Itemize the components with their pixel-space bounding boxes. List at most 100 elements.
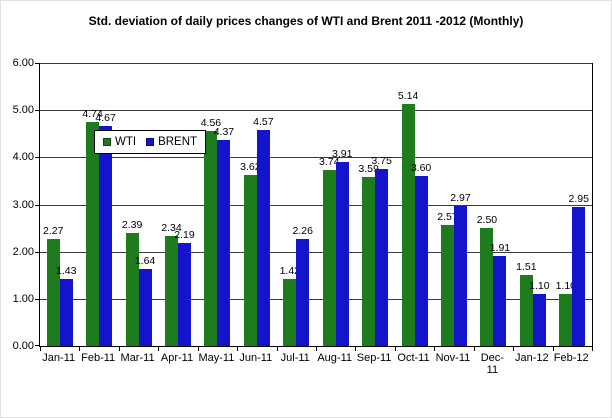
gridline xyxy=(40,157,592,159)
bar-wti xyxy=(401,103,415,346)
bar-brent xyxy=(296,239,310,346)
bar-value-label: 4.67 xyxy=(95,111,116,124)
x-axis-label: Jul-11 xyxy=(280,352,310,364)
bar-wti xyxy=(243,175,257,346)
category-group: 3.74 3.91 xyxy=(316,63,355,346)
bar-value-label: 2.34 xyxy=(161,221,182,234)
category-group: 4.56 4.37 xyxy=(198,63,237,346)
legend-swatch-wti-icon xyxy=(103,138,111,146)
x-axis-label: Feb-12 xyxy=(553,352,589,364)
bar-value-label: 4.57 xyxy=(253,116,274,129)
y-axis-labels: 0.00 1.00 2.00 3.00 4.00 5.00 6.00 xyxy=(1,58,34,352)
category-group: 1.10 2.95 xyxy=(553,63,592,346)
y-axis-label: 0.00 xyxy=(12,340,34,352)
bar-wti xyxy=(86,122,100,346)
bar-wti xyxy=(519,274,533,346)
bar-value-label: 1.10 xyxy=(555,280,576,293)
x-axis-label: May-11 xyxy=(198,352,235,364)
bar-wti xyxy=(559,294,573,346)
y-axis-tick xyxy=(35,110,40,112)
bar-value-label: 2.57 xyxy=(437,210,458,223)
x-axis-tick xyxy=(277,346,278,351)
bar-value-label: 2.97 xyxy=(450,191,471,204)
x-axis-tick xyxy=(395,346,396,351)
x-axis-label: Oct-11 xyxy=(397,352,430,364)
x-axis-tick xyxy=(316,346,317,351)
x-axis-tick xyxy=(553,346,554,351)
bar-brent xyxy=(572,206,586,346)
legend-item: BRENT xyxy=(146,136,197,148)
bar-wti xyxy=(204,130,218,346)
bar-wti xyxy=(125,233,139,346)
plot-area: WTI BRENT 2.27 1.43 4.74 4.67 2.39 1.64 2.34 2.1… xyxy=(35,63,593,351)
category-group: 1.51 1.10 xyxy=(513,63,552,346)
x-axis-tick xyxy=(158,346,159,351)
y-axis-tick xyxy=(35,251,40,253)
bar-value-label: 1.42 xyxy=(279,265,300,278)
x-axis-tick xyxy=(237,346,238,351)
chart-title: Std. deviation of daily prices changes o… xyxy=(88,14,524,28)
category-group: 2.39 1.64 xyxy=(119,63,158,346)
x-axis-tick xyxy=(513,346,514,351)
bar-value-label: 3.59 xyxy=(358,162,379,175)
bar-brent xyxy=(177,242,191,346)
bar-brent xyxy=(99,125,113,346)
category-group: 2.50 1.91 xyxy=(474,63,513,346)
bar-brent xyxy=(493,255,507,346)
category-group: 3.59 3.75 xyxy=(355,63,394,346)
bar-value-label: 4.56 xyxy=(200,116,222,129)
y-axis-label: 1.00 xyxy=(12,292,34,305)
gridline xyxy=(40,204,592,206)
x-axis-label: Apr-11 xyxy=(160,352,194,364)
x-axis-tick xyxy=(40,346,41,351)
x-axis-tick xyxy=(79,346,80,351)
y-axis-tick xyxy=(35,345,40,346)
y-axis-tick xyxy=(35,157,40,159)
x-axis-label: Dec- 11 xyxy=(480,352,504,376)
bar-value-label: 2.95 xyxy=(568,192,589,205)
bar-value-label: 2.50 xyxy=(476,214,498,227)
bar-value-label: 3.91 xyxy=(331,147,353,160)
legend-label: WTI xyxy=(115,136,137,148)
bar-value-label: 1.51 xyxy=(516,260,537,273)
category-group: 4.74 4.67 xyxy=(79,63,118,346)
gridline xyxy=(40,63,592,64)
category-group: 2.27 1.43 xyxy=(40,63,79,346)
x-axis-tick xyxy=(592,346,593,351)
bar-value-label: 4.37 xyxy=(213,125,235,138)
legend-swatch-brent-icon xyxy=(146,138,155,146)
bar-value-label: 1.64 xyxy=(134,254,156,267)
y-axis-tick xyxy=(35,63,40,64)
x-axis-label: Jan-12 xyxy=(514,352,549,364)
category-group: 2.34 2.19 xyxy=(158,63,197,346)
bar-wti xyxy=(480,228,494,346)
bar-brent xyxy=(138,268,152,346)
x-axis-tick xyxy=(119,346,120,351)
y-axis-label: 6.00 xyxy=(12,57,34,69)
x-axis-tick xyxy=(198,346,199,351)
x-axis-label: Mar-11 xyxy=(120,352,155,364)
bar-value-label: 3.74 xyxy=(319,155,340,168)
bar-brent xyxy=(217,139,231,346)
bar-value-label: 3.75 xyxy=(371,155,392,168)
legend-label: BRENT xyxy=(158,136,198,148)
bar-value-label: 2.19 xyxy=(174,228,195,241)
bar-value-label: 1.10 xyxy=(529,280,550,293)
bar-value-label: 1.91 xyxy=(489,241,511,254)
bar-value-label: 2.39 xyxy=(121,219,143,232)
x-axis-tick xyxy=(434,346,435,351)
category-group: 1.42 2.26 xyxy=(277,63,316,346)
category-group: 5.14 3.60 xyxy=(395,63,434,346)
x-axis-label: Jan-11 xyxy=(42,352,76,364)
legend-item: WTI xyxy=(103,136,136,148)
y-axis-tick xyxy=(35,298,40,300)
legend: WTI BRENT xyxy=(94,130,207,154)
gridline xyxy=(40,251,592,253)
bar-wti xyxy=(322,169,336,346)
bar-value-label: 2.27 xyxy=(43,224,64,237)
bar-value-label: 3.60 xyxy=(410,162,432,175)
x-axis-label: Aug-11 xyxy=(317,352,352,364)
bar-value-label: 4.74 xyxy=(82,108,103,121)
bar-value-label: 1.43 xyxy=(55,264,77,277)
gridline xyxy=(40,110,592,112)
